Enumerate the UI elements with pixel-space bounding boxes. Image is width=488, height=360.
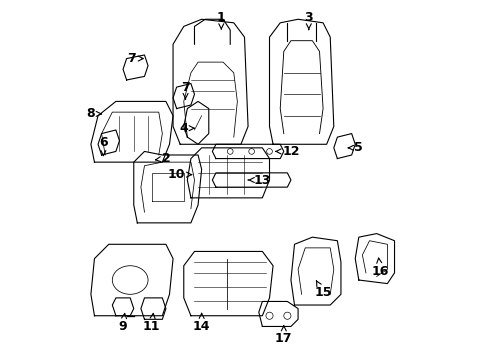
- Text: 16: 16: [371, 258, 388, 278]
- Text: 2: 2: [155, 152, 170, 165]
- Text: 4: 4: [179, 122, 194, 135]
- Text: 1: 1: [217, 11, 225, 30]
- Text: 9: 9: [119, 314, 127, 333]
- Text: 5: 5: [347, 141, 363, 154]
- Text: 10: 10: [167, 168, 191, 181]
- Text: 8: 8: [86, 107, 101, 120]
- Text: 12: 12: [275, 145, 299, 158]
- Text: 7: 7: [127, 52, 143, 65]
- Text: 14: 14: [192, 314, 210, 333]
- Text: 7: 7: [181, 81, 189, 99]
- Text: 6: 6: [99, 136, 107, 156]
- Text: 13: 13: [247, 174, 270, 186]
- Text: 11: 11: [142, 314, 160, 333]
- Text: 17: 17: [274, 326, 292, 346]
- Text: 15: 15: [314, 281, 331, 299]
- Text: 3: 3: [304, 11, 312, 30]
